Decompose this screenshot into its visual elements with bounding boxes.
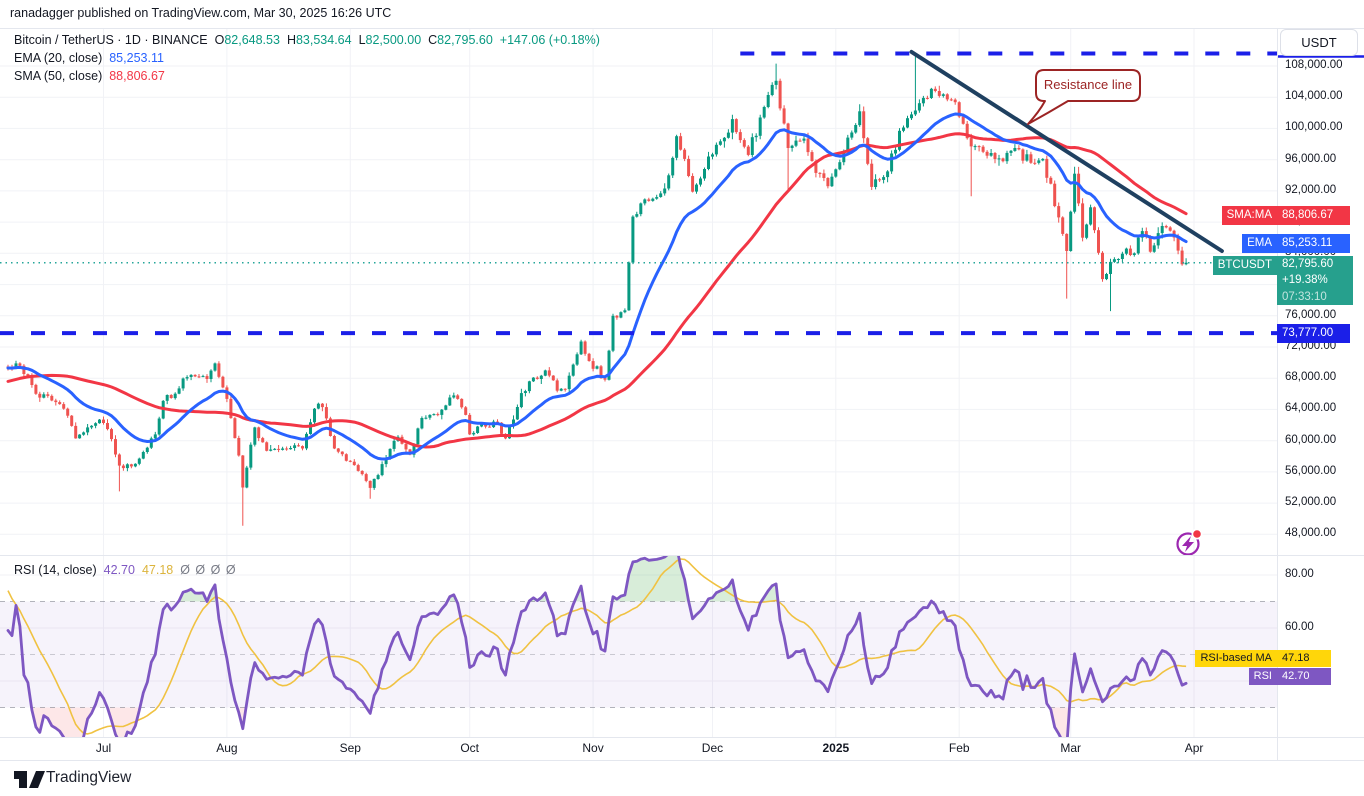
price-tick-label: 72,000.00 xyxy=(1285,340,1337,352)
rsi-indicator-name: RSI (14, close) xyxy=(14,563,97,577)
time-axis-month-label: Mar xyxy=(1060,741,1081,755)
ema-indicator-value: 85,253.11 xyxy=(109,51,164,65)
price-tick-label: 52,000.00 xyxy=(1285,496,1337,509)
last-price-axis-tag: 82,795.60 +19.38% 07:33:10 xyxy=(1277,256,1353,305)
symbol-axis-tag: BTCUSDT xyxy=(1212,256,1277,275)
price-tick-label: 100,000.00 xyxy=(1285,121,1343,134)
rsi-tick-label: 80.00 xyxy=(1285,568,1314,580)
ema-indicator-name: EMA (20, close) xyxy=(14,51,103,65)
rsi-ma-indicator-value: 47.18 xyxy=(141,563,174,577)
rsi-ma-axis-name-tag: RSI-based MA xyxy=(1195,650,1277,667)
price-tick-label: 108,000.00 xyxy=(1285,58,1343,71)
published-header: ranadagger published on TradingView.com,… xyxy=(10,6,392,20)
rsi-axis-name-tag: RSI xyxy=(1248,668,1277,685)
ema-axis-name-tag: EMA xyxy=(1242,234,1277,253)
rsi-legend-row[interactable]: RSI (14, close) 42.70 47.18 Ø Ø Ø Ø xyxy=(14,563,237,577)
last-price-value: 82,795.60 xyxy=(1282,258,1334,270)
price-tick-label: 68,000.00 xyxy=(1285,371,1337,384)
time-axis-month-label: Apr xyxy=(1184,741,1204,755)
bar-countdown: 07:33:10 xyxy=(1282,290,1327,303)
sma-indicator-value: 88,806.67 xyxy=(109,69,165,83)
time-axis-month-label: Dec xyxy=(701,741,724,755)
rsi-ma-axis-value-tag: 47.18 xyxy=(1277,650,1331,667)
time-axis-month-label: Oct xyxy=(460,741,480,755)
rsi-tick-label: 60.00 xyxy=(1285,621,1314,633)
ohlc-high: H83,534.64 xyxy=(286,33,352,47)
price-tick-label: 104,000.00 xyxy=(1285,90,1343,103)
daily-change: +147.06 (+0.18%) xyxy=(499,33,600,47)
ema-legend-row[interactable]: EMA (20, close) 85,253.11 xyxy=(14,51,164,65)
rsi-indicator-value: 42.70 xyxy=(103,563,135,577)
support-level-axis-tag: 73,777.00 xyxy=(1277,324,1350,343)
tradingview-brand-link[interactable]: TradingView xyxy=(46,769,132,786)
price-tick-label: 56,000.00 xyxy=(1285,464,1337,477)
rsi-empty-series: Ø Ø Ø Ø xyxy=(180,563,237,577)
time-axis-month-label: Sep xyxy=(339,741,361,755)
sma-axis-name-tag: SMA:MA xyxy=(1221,206,1277,225)
ohlc-low: L82,500.00 xyxy=(358,33,422,47)
ohlc-close: C82,795.60 xyxy=(428,33,493,47)
flash-events-icon xyxy=(1176,528,1203,556)
resistance-callout-bubble xyxy=(1027,69,1141,125)
ohlc-open: O82,648.53 xyxy=(214,33,280,47)
price-tick-label: 64,000.00 xyxy=(1285,402,1337,415)
sma-axis-value-tag: 88,806.67 xyxy=(1277,206,1350,225)
tradingview-logo-icon xyxy=(14,771,45,788)
ema-axis-value-tag: 85,253.11 xyxy=(1277,234,1350,253)
time-axis-month-label: Jul xyxy=(95,741,112,755)
time-axis-month-label: Feb xyxy=(948,741,970,755)
last-price-change-pct: +19.38% xyxy=(1282,274,1328,287)
currency-unit-button[interactable]: USDT xyxy=(1280,29,1358,56)
rsi-axis-value-tag: 42.70 xyxy=(1277,668,1331,685)
resistance-callout-label[interactable]: Resistance line xyxy=(1043,77,1133,92)
time-axis-month-label: Aug xyxy=(216,741,238,755)
sma-legend-row[interactable]: SMA (50, close) 88,806.67 xyxy=(14,69,165,83)
symbol-title: Bitcoin / TetherUS · 1D · BINANCE xyxy=(14,33,208,47)
price-tick-label: 48,000.00 xyxy=(1285,527,1337,540)
sma-indicator-name: SMA (50, close) xyxy=(14,69,103,83)
time-axis[interactable]: Jul Aug Sep Oct Nov Dec 2025 Feb Mar Apr xyxy=(0,737,1364,761)
symbol-legend-row[interactable]: Bitcoin / TetherUS · 1D · BINANCE O82,64… xyxy=(14,33,600,47)
time-axis-month-label: 2025 xyxy=(822,741,850,755)
price-tick-label: 96,000.00 xyxy=(1285,152,1337,165)
time-axis-month-label: Nov xyxy=(582,741,604,755)
price-tick-label: 60,000.00 xyxy=(1285,433,1337,446)
price-tick-label: 92,000.00 xyxy=(1285,183,1337,196)
price-tick-label: 76,000.00 xyxy=(1285,308,1337,321)
